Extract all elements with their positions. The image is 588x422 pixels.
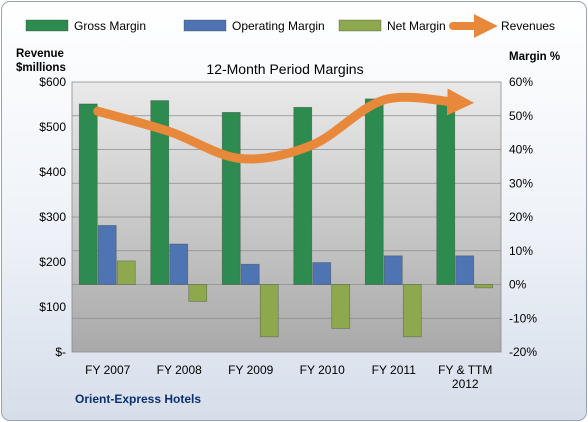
gross-margin-bar bbox=[293, 106, 313, 285]
right-tick-label: 20% bbox=[509, 210, 533, 224]
left-axis-title-line1: Revenue bbox=[16, 48, 64, 60]
legend-swatch bbox=[183, 19, 227, 32]
category-label: FY & TTM bbox=[438, 363, 492, 377]
left-axis-title-line2: $millions bbox=[16, 62, 66, 74]
legend-label: Gross Margin bbox=[74, 19, 146, 33]
right-tick-label: 50% bbox=[509, 109, 533, 123]
gridlines bbox=[72, 115, 501, 319]
left-tick-label: $500 bbox=[39, 120, 66, 134]
gross-margin-bar bbox=[364, 98, 384, 285]
gross-margin-bar bbox=[78, 103, 98, 285]
net-margin-bar bbox=[402, 284, 422, 338]
legend-label: Revenues bbox=[501, 19, 555, 33]
right-tick-label: -20% bbox=[509, 345, 537, 359]
gross-margin-bar bbox=[221, 112, 241, 285]
category-label: FY 2007 bbox=[85, 363, 130, 377]
chart-title: 12-Month Period Margins bbox=[206, 61, 363, 77]
right-tick-label: -10% bbox=[509, 311, 537, 325]
net-margin-bar bbox=[331, 284, 351, 329]
net-margin-bar bbox=[474, 284, 494, 289]
category-label: FY 2010 bbox=[300, 363, 345, 377]
left-tick-label: $200 bbox=[39, 255, 66, 269]
legend-label: Operating Margin bbox=[232, 19, 325, 33]
right-axis-title: Margin % bbox=[509, 51, 560, 63]
right-tick-label: 40% bbox=[509, 143, 533, 157]
category-label: 2012 bbox=[452, 377, 479, 391]
operating-margin-bar bbox=[169, 243, 189, 285]
right-tick-label: 60% bbox=[509, 75, 533, 89]
revenues-line bbox=[93, 88, 475, 164]
left-tick-label: $300 bbox=[39, 210, 66, 224]
net-margin-bar bbox=[259, 284, 279, 338]
gross-margin-bar bbox=[436, 98, 456, 285]
left-tick-label: $- bbox=[55, 345, 66, 359]
category-label: FY 2008 bbox=[157, 363, 202, 377]
legend-label: Net Margin bbox=[387, 19, 446, 33]
axis-ticks: $- $100 $200 $300 $400 $500 $600 -20% -10% 0% 10% 2… bbox=[39, 75, 537, 391]
company-label: Orient-Express Hotels bbox=[75, 392, 201, 406]
gross-margin-bar bbox=[150, 100, 170, 285]
legend-swatch bbox=[338, 19, 382, 32]
net-margin-bar bbox=[188, 284, 208, 302]
net-margin-bar bbox=[116, 260, 136, 285]
category-label: FY 2011 bbox=[372, 363, 417, 377]
legend-swatch bbox=[25, 19, 69, 32]
right-tick-label: 0% bbox=[509, 278, 527, 292]
legend: Gross Margin Operating Margin Net Margin Re… bbox=[25, 14, 555, 38]
right-tick-label: 10% bbox=[509, 244, 533, 258]
operating-margin-bar bbox=[312, 262, 332, 285]
operating-margin-bar bbox=[97, 225, 117, 285]
left-tick-label: $400 bbox=[39, 165, 66, 179]
revenue-line bbox=[93, 88, 475, 164]
operating-margin-bar bbox=[383, 255, 403, 285]
operating-margin-bar bbox=[455, 255, 475, 285]
left-tick-label: $600 bbox=[39, 75, 66, 89]
left-tick-label: $100 bbox=[39, 300, 66, 314]
category-label: FY 2009 bbox=[228, 363, 273, 377]
operating-margin-bar bbox=[240, 263, 260, 285]
right-tick-label: 30% bbox=[509, 176, 533, 190]
